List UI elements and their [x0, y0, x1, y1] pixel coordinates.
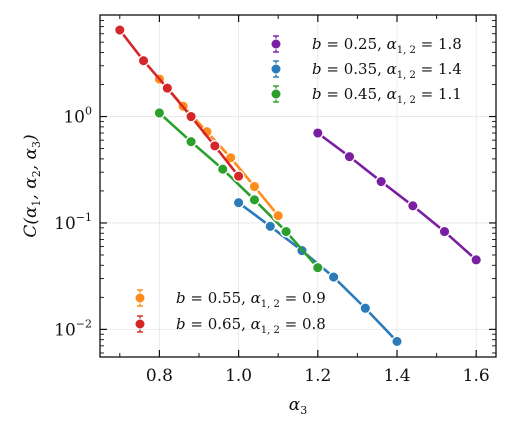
legend-item: b = 0.45, α1, 2 = 1.1 — [270, 85, 462, 106]
data-point — [248, 193, 261, 206]
plot-frame — [99, 14, 497, 358]
data-point — [185, 110, 197, 123]
ticks: 0.8 1.0 1.2 1.4 1.6 10−2 10−1 100 — [54, 14, 496, 386]
data-point — [438, 225, 451, 238]
legend-label: b = 0.65, α1, 2 = 0.8 — [176, 315, 326, 336]
legend-marker — [270, 88, 282, 100]
data-point — [272, 209, 285, 222]
data-point — [470, 254, 483, 266]
data-point — [391, 335, 403, 348]
series-4 — [113, 24, 245, 183]
legend-marker — [134, 318, 146, 330]
data-point — [264, 220, 277, 233]
legend-label: b = 0.45, α1, 2 = 1.1 — [312, 85, 462, 106]
data-point — [137, 54, 150, 67]
data-point — [375, 175, 388, 188]
legend-marker — [134, 292, 146, 304]
legend-bottom-left: b = 0.55, α1, 2 = 0.9 b = 0.65, α1, 2 = 0… — [134, 289, 326, 336]
data-point — [343, 150, 356, 163]
legend-marker — [270, 63, 282, 75]
data-point — [280, 225, 292, 238]
data-point — [113, 24, 126, 36]
legend-marker — [270, 38, 282, 50]
data-point — [153, 107, 166, 119]
y-tick-label: 100 — [63, 105, 92, 128]
series-0 — [311, 127, 483, 266]
data-point — [216, 163, 229, 176]
data-point — [185, 135, 197, 148]
legend-label: b = 0.35, α1, 2 = 1.4 — [312, 60, 462, 81]
data-point — [311, 261, 324, 274]
data-point — [232, 170, 245, 183]
data-point — [248, 180, 261, 193]
y-tick-label: 10−2 — [54, 317, 92, 340]
x-tick-label: 1.0 — [225, 366, 252, 386]
x-tick-label: 1.2 — [304, 366, 331, 386]
x-tick-label: 1.6 — [463, 366, 490, 386]
data-point — [208, 140, 221, 152]
data-point — [161, 82, 174, 94]
data-point — [327, 271, 340, 283]
y-axis-label: C(α1, α2, α3) — [21, 134, 43, 237]
legend-item: b = 0.65, α1, 2 = 0.8 — [134, 315, 326, 336]
data-point — [359, 302, 372, 315]
legend-item: b = 0.25, α1, 2 = 1.8 — [270, 35, 462, 56]
series-line — [316, 131, 478, 262]
legend: b = 0.25, α1, 2 = 1.8 b = 0.35, α1, 2 = 1… — [134, 35, 462, 336]
x-tick-label: 0.8 — [146, 366, 173, 386]
grid — [100, 15, 496, 357]
data-point — [406, 199, 419, 212]
legend-label: b = 0.55, α1, 2 = 0.9 — [176, 289, 326, 310]
data-point — [311, 127, 324, 139]
legend-item: b = 0.55, α1, 2 = 0.9 — [134, 289, 326, 310]
series-2 — [153, 107, 324, 274]
x-axis-label: α3 — [289, 395, 307, 417]
data-point — [232, 196, 245, 209]
series-line — [118, 28, 240, 178]
x-tick-label: 1.4 — [383, 366, 410, 386]
y-tick-label: 10−1 — [54, 211, 92, 234]
series-line — [158, 111, 320, 269]
legend-top-right: b = 0.25, α1, 2 = 1.8 b = 0.35, α1, 2 = 1… — [270, 35, 462, 106]
legend-label: b = 0.25, α1, 2 = 1.8 — [312, 35, 462, 56]
series-layer — [113, 24, 483, 348]
legend-item: b = 0.35, α1, 2 = 1.4 — [270, 60, 462, 81]
